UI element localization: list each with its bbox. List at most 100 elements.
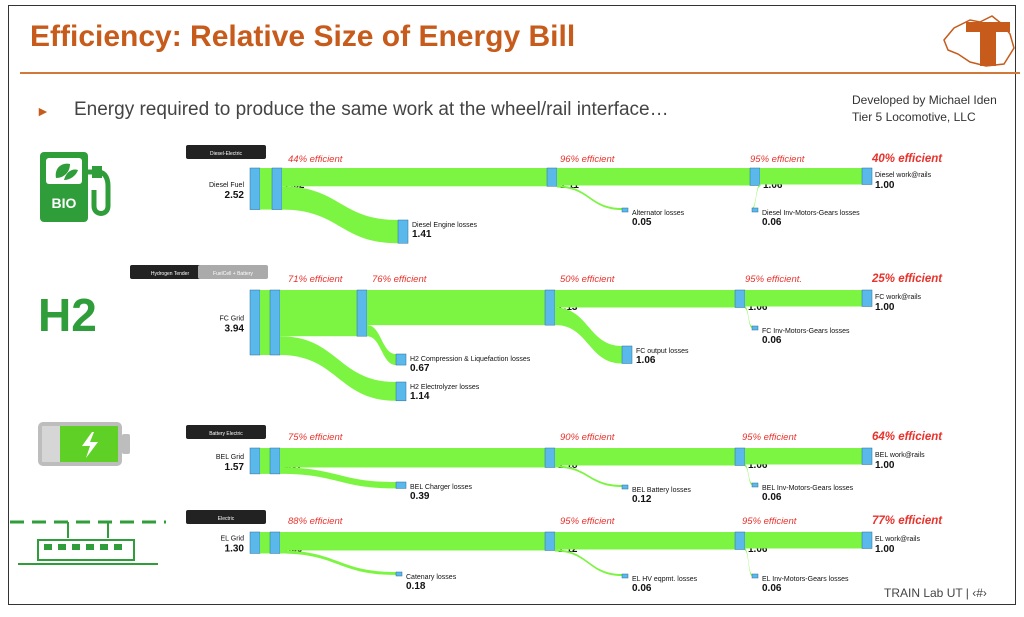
credit-line-2: Tier 5 Locomotive, LLC xyxy=(852,110,976,124)
bio-fuel-pump-icon: BIO xyxy=(40,152,111,222)
loss-value: 0.05 xyxy=(632,217,652,228)
credit-line-1: Developed by Michael Iden xyxy=(852,93,997,107)
loss-label: Diesel Engine losses xyxy=(412,222,477,229)
loss-label: EL HV eqpmt. losses xyxy=(632,576,698,583)
source-value: 1.57 xyxy=(225,462,245,473)
output-value: 1.00 xyxy=(875,180,895,191)
stage-node xyxy=(734,289,746,308)
flow-band xyxy=(280,448,545,468)
loss-band xyxy=(752,184,760,210)
overall-efficiency: 40% efficient xyxy=(871,153,943,165)
source-label: BEL Grid xyxy=(216,454,244,461)
stage-node xyxy=(544,531,556,551)
output-label: BEL work@rails xyxy=(875,452,925,459)
stage-node xyxy=(544,447,556,468)
bullet-arrow-icon: ► xyxy=(36,103,50,119)
stage-value: 1.11 xyxy=(560,180,579,191)
overall-efficiency: 25% efficient xyxy=(871,273,943,285)
flow-band xyxy=(745,532,862,549)
loss-value: 1.14 xyxy=(410,391,430,402)
slide-frame xyxy=(8,5,1016,605)
loss-node xyxy=(621,345,633,364)
stage-value: 1.12 xyxy=(558,544,578,555)
loss-label: Alternator losses xyxy=(632,210,685,217)
output-value: 1.00 xyxy=(875,460,895,471)
output-value: 1.00 xyxy=(875,302,895,313)
stage-efficiency: 95% efficient xyxy=(750,154,805,165)
title-divider xyxy=(20,72,1020,74)
stage-efficiency: 71% efficient xyxy=(288,274,343,285)
slide-title: Efficiency: Relative Size of Energy Bill xyxy=(30,20,576,53)
overall-efficiency: 64% efficient xyxy=(872,431,943,443)
stage-value: 1.06 xyxy=(763,180,783,191)
loss-label: FC Inv-Motors-Gears losses xyxy=(762,328,850,335)
output-node xyxy=(861,167,873,185)
overall-efficiency: 77% efficient xyxy=(872,515,943,527)
loss-value: 0.06 xyxy=(762,217,782,228)
stage-node xyxy=(749,167,761,186)
stage-node xyxy=(271,167,283,210)
flow-band xyxy=(260,290,270,356)
source-node xyxy=(249,447,261,475)
loss-value: 1.06 xyxy=(636,355,656,366)
output-value: 1.00 xyxy=(875,544,895,555)
bio-label: BIO xyxy=(52,195,77,211)
stage-node xyxy=(269,531,281,554)
locomotive-label: Hydrogen Tender xyxy=(151,271,190,277)
loss-value: 0.06 xyxy=(632,583,652,594)
battery-icon xyxy=(38,422,130,466)
stage-efficiency: 95% efficient xyxy=(742,516,797,527)
loss-band xyxy=(280,467,396,489)
flow-band xyxy=(557,168,750,186)
logo-letter: T xyxy=(985,48,991,59)
loss-value: 1.41 xyxy=(412,229,432,240)
stage-node xyxy=(269,289,281,356)
loss-node xyxy=(751,207,759,213)
loss-node xyxy=(621,484,629,490)
flow-band xyxy=(282,168,547,187)
loss-band xyxy=(555,465,622,487)
loss-value: 0.12 xyxy=(632,494,652,505)
loss-node xyxy=(395,381,407,402)
flow-band xyxy=(260,168,272,210)
stage-efficiency: 95% efficient xyxy=(742,432,797,443)
flow-band xyxy=(280,290,357,337)
electric-train-icon xyxy=(10,520,166,565)
stage-node xyxy=(356,289,368,337)
loss-band xyxy=(745,464,752,485)
stage-node xyxy=(546,167,558,187)
loss-value: 0.18 xyxy=(406,581,426,592)
source-label: Diesel Fuel xyxy=(209,182,244,189)
loss-band xyxy=(555,549,622,576)
source-value: 1.30 xyxy=(225,544,245,555)
stage-efficiency: 76% efficient xyxy=(372,274,427,285)
loss-node xyxy=(751,482,759,488)
output-node xyxy=(861,447,873,465)
source-value: 2.52 xyxy=(225,190,245,201)
loss-label: H2 Electrolyzer losses xyxy=(410,384,480,391)
loss-band xyxy=(557,185,622,210)
flow-band xyxy=(280,532,545,551)
loss-value: 0.39 xyxy=(410,491,430,502)
source-node xyxy=(249,167,261,210)
flow-band xyxy=(745,448,862,465)
flow-band xyxy=(555,532,735,550)
source-value: 3.94 xyxy=(225,324,245,335)
stage-efficiency: 90% efficient xyxy=(560,432,615,443)
locomotive-label: Diesel-Electric xyxy=(210,151,242,157)
loss-label: FC output losses xyxy=(636,348,689,355)
locomotive-label: Battery Electric xyxy=(209,431,243,437)
loss-label: Catenary losses xyxy=(406,574,457,581)
loss-label: EL Inv-Motors-Gears losses xyxy=(762,576,849,583)
stage-efficiency: 95% efficient xyxy=(560,516,615,527)
loss-node xyxy=(621,207,629,213)
stage-value: 1.18 xyxy=(558,460,578,471)
flow-band xyxy=(555,290,735,308)
locomotive-label: Electric xyxy=(218,516,235,522)
locomotive-icon xyxy=(186,425,266,439)
slide-footer: TRAIN Lab UT | ‹#› xyxy=(884,586,987,600)
source-label: EL Grid xyxy=(221,536,245,543)
stage-efficiency: 75% efficient xyxy=(288,432,343,443)
loss-band xyxy=(367,325,396,366)
